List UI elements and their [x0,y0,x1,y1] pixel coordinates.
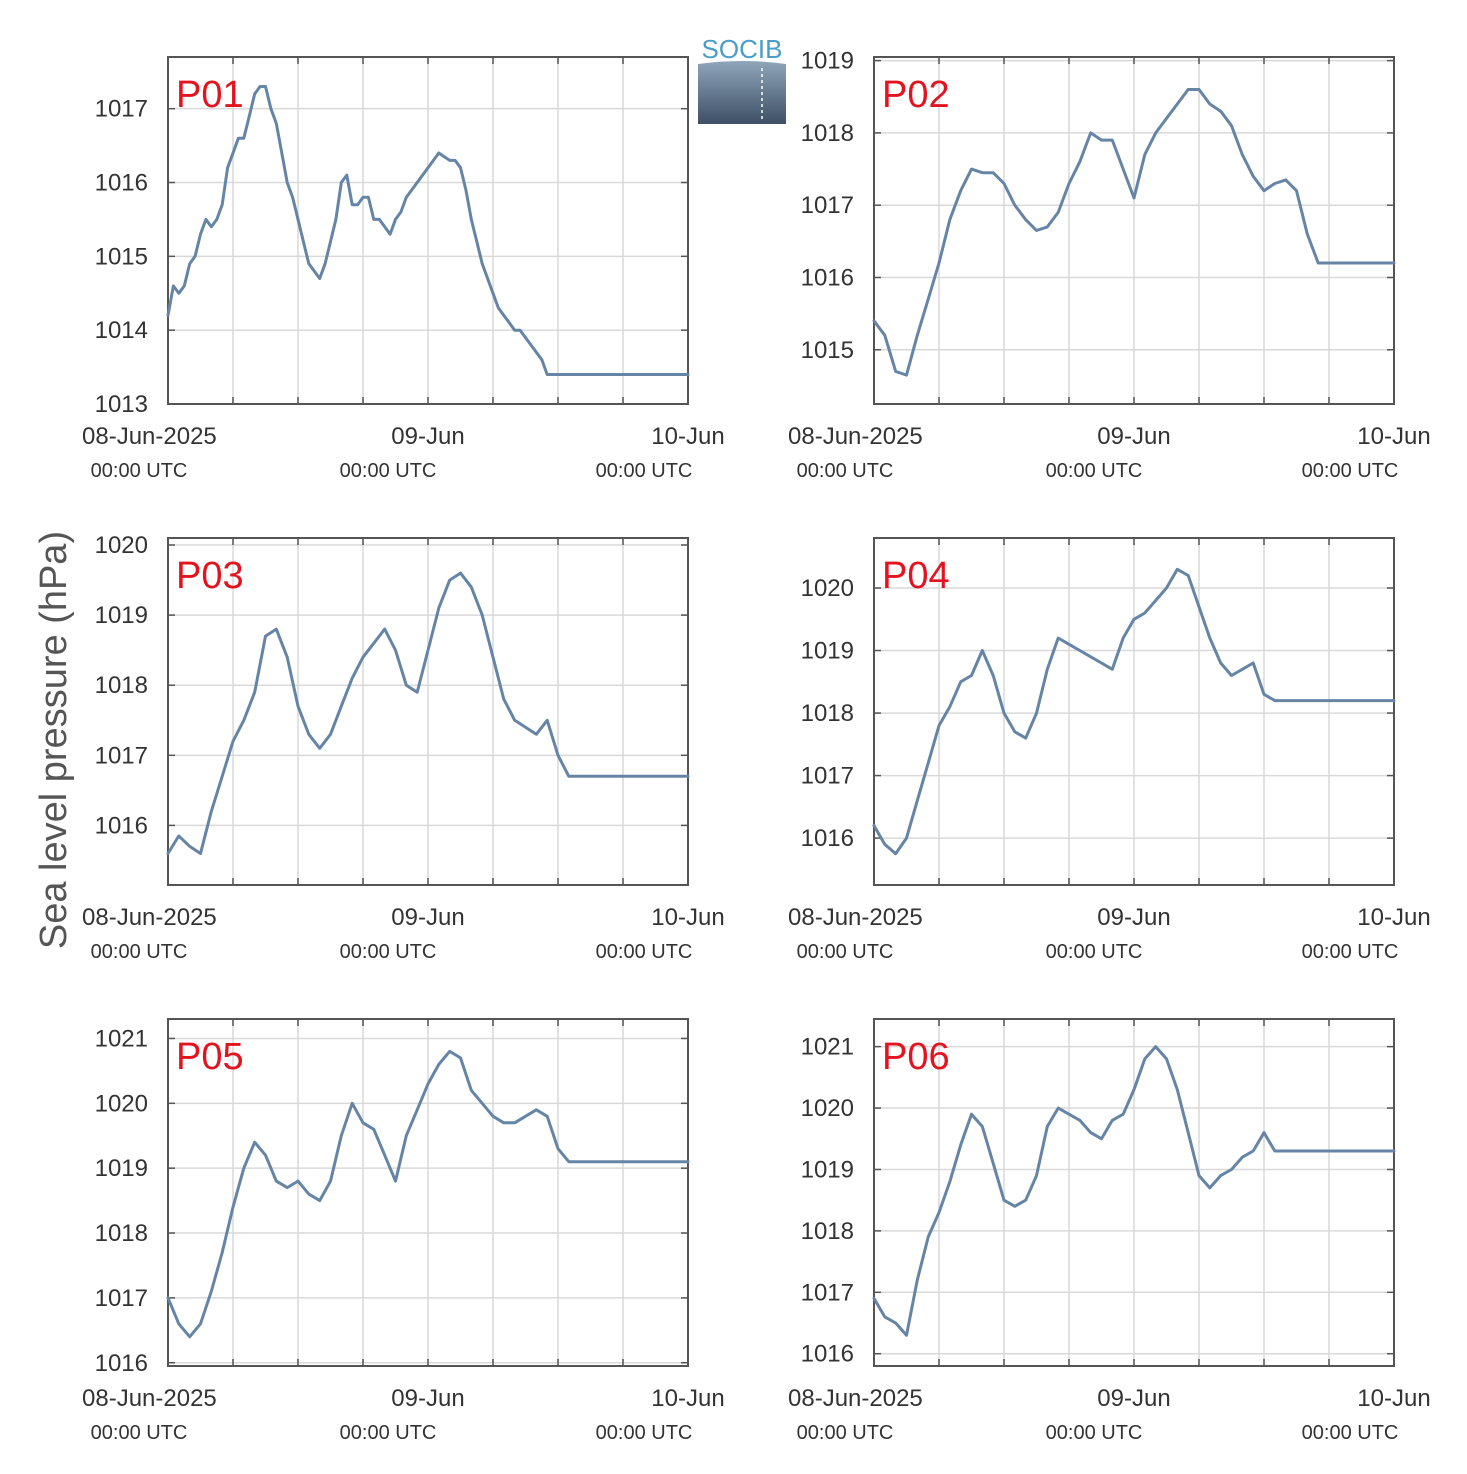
p01-ytick-label: 1017 [95,96,148,123]
p02-xtick-sublabel: 00:00 UTC [1302,460,1399,482]
p03-ytick-label: 1018 [95,672,148,699]
p05-xtick-sublabel: 00:00 UTC [91,1422,188,1444]
p04-panel-label: P04 [882,555,950,597]
p03-xtick-label: 10-Jun [651,904,724,931]
p01-panel-label: P01 [176,74,244,116]
p06-xtick-sublabel: 00:00 UTC [1302,1422,1399,1444]
panel-p06: 1016 1017 1018 1019 1020 1021 P06 08-Jun-2025 00… [788,1018,1431,1444]
p03-xtick-sublabel: 00:00 UTC [596,941,693,963]
p03-xtick-sublabel: 00:00 UTC [91,941,188,963]
p01-frame [167,56,689,405]
p01-xtick-label: 09-Jun [391,423,464,450]
p04-series-line [872,567,1396,856]
p02-xtick-label: 08-Jun-2025 [788,423,923,450]
p06-xtick-sublabel: 00:00 UTC [1046,1422,1143,1444]
p03-ytick-label: 1017 [95,742,148,769]
p05-ytick-label: 1018 [95,1220,148,1247]
p06-ytick-label: 1020 [801,1095,854,1122]
p06-xtick-sublabel: 00:00 UTC [797,1422,894,1444]
p03-xtick-sublabel: 00:00 UTC [340,941,437,963]
p01-ytick-label: 1014 [95,317,148,344]
p03-ytick-label: 1019 [95,602,148,629]
p06-xtick-label: 08-Jun-2025 [788,1385,923,1412]
p06-panel-label: P06 [882,1036,950,1078]
p04-ytick-label: 1017 [801,763,854,790]
p02-xtick-label: 10-Jun [1357,423,1430,450]
y-axis-label: Sea level pressure (hPa) [33,531,75,949]
p01-ytick-label: 1013 [95,391,148,418]
p03-ytick-label: 1016 [95,812,148,839]
p06-ytick-label: 1021 [801,1034,854,1061]
panel-p01: 1013 1014 1015 1016 1017 P01 08-Jun-2025 00:00 … [82,56,725,482]
p02-ytick-label: 1019 [801,48,854,75]
p04-xtick-sublabel: 00:00 UTC [797,941,894,963]
p05-panel-label: P05 [176,1036,244,1078]
p06-xtick-label: 10-Jun [1357,1385,1430,1412]
p06-ytick-label: 1016 [801,1341,854,1368]
p01-xtick-label: 08-Jun-2025 [82,423,217,450]
p03-xtick-label: 09-Jun [391,904,464,931]
p04-xtick-sublabel: 00:00 UTC [1302,941,1399,963]
p01-ytick-label: 1016 [95,170,148,197]
p05-xtick-label: 08-Jun-2025 [82,1385,217,1412]
p01-xtick-label: 10-Jun [651,423,724,450]
p02-panel-label: P02 [882,74,950,116]
p02-ytick-label: 1018 [801,120,854,147]
p03-ytick-label: 1020 [95,532,148,559]
p04-ytick-label: 1016 [801,825,854,852]
p04-ytick-label: 1019 [801,638,854,665]
p05-xtick-label: 09-Jun [391,1385,464,1412]
p01-xtick-sublabel: 00:00 UTC [596,460,693,482]
p05-xtick-sublabel: 00:00 UTC [340,1422,437,1444]
p01-xtick-sublabel: 00:00 UTC [91,460,188,482]
p02-ytick-label: 1016 [801,264,854,291]
p04-ytick-label: 1020 [801,575,854,602]
p05-ytick-label: 1021 [95,1025,148,1052]
p04-frame [873,537,1395,886]
p05-series-line [166,1049,690,1339]
p02-frame [873,56,1395,405]
p03-panel-label: P03 [176,555,244,597]
p04-ytick-label: 1018 [801,700,854,727]
p03-xtick-label: 08-Jun-2025 [82,904,217,931]
p05-frame [167,1018,689,1367]
p06-ytick-label: 1018 [801,1218,854,1245]
p02-series-line [872,88,1396,377]
p06-ytick-label: 1019 [801,1156,854,1183]
p01-xtick-sublabel: 00:00 UTC [340,460,437,482]
p02-ytick-label: 1017 [801,192,854,219]
p03-frame [167,537,689,886]
p03-series-line [166,571,690,855]
p06-ytick-label: 1017 [801,1279,854,1306]
p04-xtick-label: 10-Jun [1357,904,1430,931]
p04-xtick-label: 08-Jun-2025 [788,904,923,931]
panel-p04: 1016 1017 1018 1019 1020 P04 08-Jun-2025 00:00 … [788,537,1431,963]
p06-xtick-label: 09-Jun [1097,1385,1170,1412]
p04-xtick-label: 09-Jun [1097,904,1170,931]
p05-ytick-label: 1020 [95,1090,148,1117]
p02-xtick-label: 09-Jun [1097,423,1170,450]
socib-logo: SOCIB [698,34,786,124]
p05-xtick-label: 10-Jun [651,1385,724,1412]
p02-xtick-sublabel: 00:00 UTC [1046,460,1143,482]
p02-xtick-sublabel: 00:00 UTC [797,460,894,482]
p05-ytick-label: 1019 [95,1155,148,1182]
panel-p02: 1015 1016 1017 1018 1019 P02 08-Jun-2025 00:00 … [788,48,1431,482]
p05-ytick-label: 1017 [95,1285,148,1312]
panel-p05: 1016 1017 1018 1019 1020 1021 P05 08-Jun-2025 00… [82,1018,725,1444]
p06-frame [873,1018,1395,1367]
p04-xtick-sublabel: 00:00 UTC [1046,941,1143,963]
p05-xtick-sublabel: 00:00 UTC [596,1422,693,1444]
logo-text: SOCIB [702,34,783,64]
p06-series-line [872,1045,1396,1337]
p02-ytick-label: 1015 [801,337,854,364]
p01-series-line [166,85,690,376]
panel-p03: 1016 1017 1018 1019 1020 P03 08-Jun-2025 00:00 … [82,532,725,963]
p01-ytick-label: 1015 [95,243,148,270]
p05-ytick-label: 1016 [95,1350,148,1377]
